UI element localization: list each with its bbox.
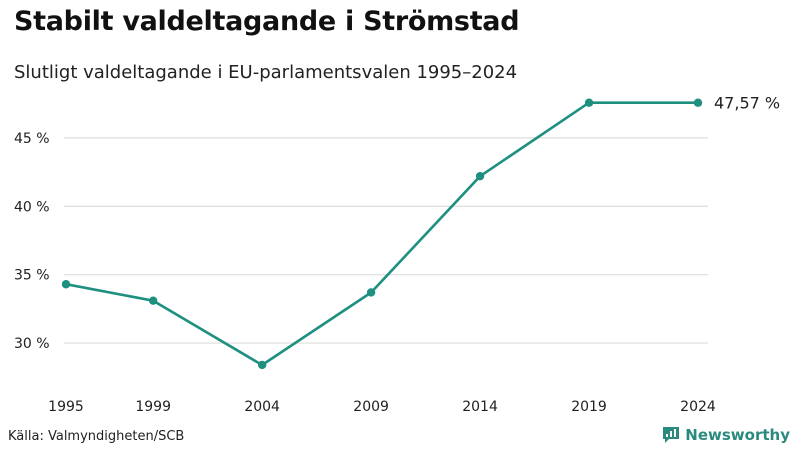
brand-name: Newsworthy: [685, 426, 790, 444]
data-point-2014: [475, 171, 485, 181]
x-tick-label-2004: 2004: [244, 399, 280, 415]
data-point-2004: [257, 360, 267, 370]
x-tick-label-2019: 2019: [571, 399, 607, 415]
data-point-1999: [148, 296, 158, 305]
x-tick-label-1999: 1999: [135, 399, 171, 415]
y-tick-label-45: 45 %: [14, 131, 50, 147]
series-line: [64, 101, 700, 367]
data-point-1995: [61, 280, 71, 289]
data-point-2024: [693, 98, 703, 107]
x-tick-label-2009: 2009: [353, 399, 389, 415]
data-point-2009: [366, 288, 376, 297]
y-tick-label-40: 40 %: [14, 199, 50, 215]
chart-title: Stabilt valdeltagande i Strömstad: [14, 6, 520, 37]
y-tick-label-35: 35 %: [14, 268, 50, 284]
y-tick-label-30: 30 %: [14, 336, 50, 352]
data-point-2019: [584, 98, 594, 107]
x-tick-label-2024: 2024: [680, 399, 716, 415]
x-tick-label-2014: 2014: [462, 399, 498, 415]
newsworthy-logo-icon: [662, 426, 680, 444]
x-tick-label-1995: 1995: [48, 399, 84, 415]
chart-subtitle: Slutligt valdeltagande i EU-parlamentsva…: [14, 62, 518, 83]
brand-logo: Newsworthy: [662, 426, 790, 444]
last-value-label: 47,57 %: [714, 94, 780, 113]
source-note: Källa: Valmyndigheten/SCB: [8, 429, 185, 444]
